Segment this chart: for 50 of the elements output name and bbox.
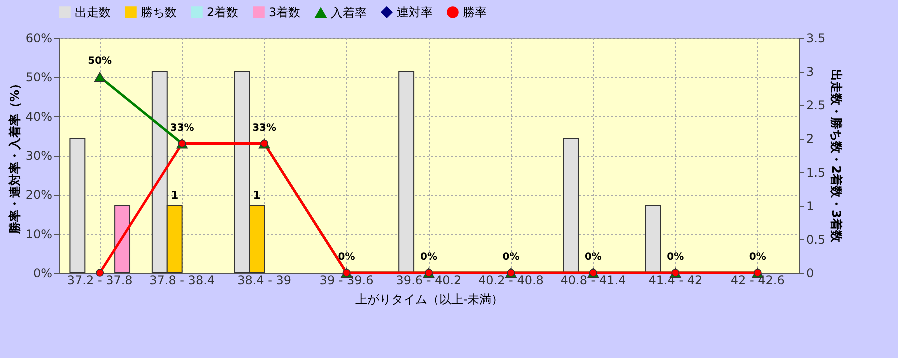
bar [114, 205, 131, 274]
bar [563, 138, 579, 274]
data-label: 0% [667, 252, 684, 263]
data-label: 50% [88, 56, 112, 68]
y2-tick-label: 1 [806, 199, 814, 214]
data-label: 0% [338, 252, 356, 263]
x-tick-label: 42 - 42.6 [730, 274, 785, 288]
point [94, 72, 106, 82]
y2-tick-label: 3.5 [806, 32, 826, 46]
y2-tick-label: 2.5 [806, 98, 826, 113]
y-axis-title: 勝率・連対率・入着率（%） [8, 78, 22, 236]
point [96, 269, 104, 277]
x-tick-label: 38.4 - 39 [238, 274, 292, 288]
legend-label: 勝率 [463, 5, 487, 20]
data-label: 0% [584, 252, 602, 263]
data-label: 0% [749, 252, 766, 263]
y-tick-label: 50% [26, 70, 52, 85]
y-tick-label: 0% [33, 266, 52, 280]
x-tick-label: 37.8 - 38.4 [150, 274, 216, 288]
y-tick-label: 60% [26, 32, 52, 46]
data-label: 33% [252, 122, 277, 134]
bar [645, 205, 662, 274]
legend-label: 3着数 [269, 5, 301, 20]
y2-tick-label: 0.5 [806, 232, 826, 247]
data-label: 0% [502, 252, 520, 263]
y-tick-label: 30% [26, 149, 52, 163]
data-label: 1 [253, 188, 261, 202]
y-tick-label: 20% [26, 188, 52, 202]
data-label: 33% [170, 122, 194, 134]
x-axis-title: 上がりタイム（以上-未満） [355, 292, 504, 306]
y2-axis-title: 出走数・勝ち数・2着数・3着数 [830, 70, 844, 244]
x-tick-label: 39.6 - 40.2 [396, 274, 462, 288]
y2-tick-label: 2 [806, 132, 814, 146]
legend-label: 出走数 [75, 5, 111, 20]
legend-label: 勝ち数 [141, 5, 177, 20]
x-tick-label: 40.8 - 41.4 [560, 274, 626, 288]
legend-label: 入着率 [331, 6, 367, 20]
data-label: 1 [171, 188, 179, 202]
bar [398, 71, 415, 274]
y2-tick-label: 3 [806, 65, 814, 80]
legend-label: 連対率 [397, 5, 433, 20]
x-tick-label: 40.2 - 40.8 [478, 274, 544, 288]
y2-tick-label: 0 [806, 266, 814, 280]
y2-tick-label: 1.5 [806, 166, 826, 180]
x-tick-label: 37.2 - 37.8 [67, 274, 133, 288]
y-tick-label: 40% [26, 110, 52, 124]
data-label: 0% [420, 252, 438, 263]
y-tick-label: 10% [26, 227, 52, 242]
bar [70, 138, 86, 274]
legend-label: 2着数 [207, 5, 239, 20]
